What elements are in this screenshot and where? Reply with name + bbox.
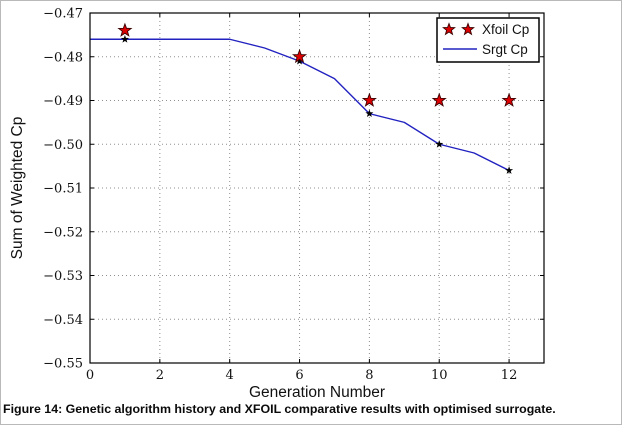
y-tick-label: −0.54 [43,313,83,328]
srgt-marker [120,35,129,43]
x-tick-label: 4 [226,368,234,383]
legend-star-icon [442,22,456,36]
xfoil-star [431,92,447,107]
y-tick-label: −0.53 [43,269,83,284]
grid-lines [90,13,544,363]
legend-box [436,17,540,63]
xfoil-star [361,92,377,107]
x-tick-labels: 0 2 4 6 8 10 12 [86,368,517,383]
legend-star-icon [461,22,475,36]
figure-caption: Figure 14: Genetic algorithm history and… [3,402,556,416]
y-tick-label: −0.48 [43,50,83,65]
tick-marks [89,12,544,364]
legend-label-srgt: Srgt Cp [482,42,528,57]
xfoil-star [117,22,133,37]
y-tick-label: −0.47 [43,7,83,22]
y-tick-label: −0.55 [43,357,83,372]
y-tick-label: −0.52 [43,225,83,240]
xfoil-stars [117,22,517,107]
x-tick-label: 6 [295,368,303,383]
srgt-marker [295,56,304,65]
x-tick-label: 2 [156,368,164,383]
y-tick-label: −0.51 [43,182,83,197]
x-tick-label: 8 [365,368,373,383]
srgt-marker [365,109,374,118]
x-tick-label: 10 [431,368,448,383]
legend-label-xfoil: Xfoil Cp [482,22,529,37]
y-tick-labels: −0.47 −0.48 −0.49 −0.50 −0.51 −0.52 −0.53 −0.54… [43,7,83,372]
y-axis-label: Sum of Weighted Cp [9,117,26,260]
srgt-markers [120,35,514,174]
x-axis-label: Generation Number [249,384,385,399]
x-tick-label: 0 [86,368,94,383]
y-tick-label: −0.49 [43,94,83,109]
xfoil-star [501,92,517,107]
legend-entry-srgt: Srgt Cp [443,42,528,57]
x-tick-label: 12 [501,368,518,383]
legend-entry-xfoil: Xfoil Cp [442,22,529,37]
srgt-marker [435,140,444,148]
legend: Xfoil Cp Srgt Cp [436,17,540,63]
srgt-marker [505,166,514,174]
plot-svg: 0 2 4 6 8 10 12−0.47−0.48−0.49−0.50−0.51−0.52−… [9,7,545,399]
y-tick-label: −0.50 [43,138,83,153]
xfoil-star [291,48,308,64]
